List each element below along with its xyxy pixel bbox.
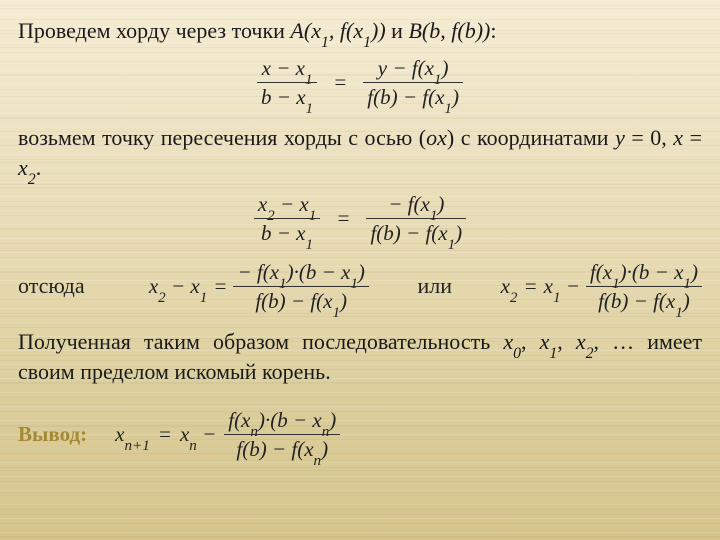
- conclusion-row: Вывод: xn+1 = xn − f(xn)·(b − xn) f(b) −…: [18, 408, 702, 461]
- axis-ox: ox: [426, 125, 447, 150]
- label-or: или: [412, 273, 458, 299]
- slide: Проведем хорду через точки A(x1, f(x1)) …: [0, 0, 720, 462]
- equation-1: x − x1 b − x1 = y − f(x1) f(b) − f(x1): [18, 56, 702, 109]
- text: возьмем точку пересечения хорды с осью (: [18, 125, 426, 150]
- equals: =: [330, 206, 356, 231]
- equation-3-row: отсюда x2 − x1 = − f(x1)·(b − x1) f(b) −…: [18, 260, 702, 313]
- paragraph-1: Проведем хорду через точки A(x1, f(x1)) …: [18, 16, 702, 46]
- equation-3: x2 − x1 = − f(x1)·(b − x1) f(b) − f(x1): [149, 260, 369, 313]
- paragraph-3: Полученная таким образом последовательно…: [18, 327, 702, 386]
- equals: =: [327, 70, 353, 95]
- frac-left: x − x1 b − x1: [257, 56, 317, 109]
- text: Полученная таким образом последовательно…: [18, 329, 503, 354]
- text: :: [490, 18, 496, 43]
- pt-B: B(b, f(b)): [408, 18, 490, 43]
- paragraph-2: возьмем точку пересечения хорды с осью (…: [18, 123, 702, 182]
- frac-left: x2 − x1 b − x1: [254, 192, 320, 245]
- equation-5: xn+1 = xn − f(xn)·(b − xn) f(b) − f(xn): [115, 408, 340, 461]
- text: Проведем хорду через точки: [18, 18, 290, 43]
- text: и: [386, 18, 409, 43]
- frac-right: − f(x1) f(b) − f(x1): [366, 192, 466, 245]
- frac-right: y − f(x1) f(b) − f(x1): [363, 56, 463, 109]
- pt-A: A(x1, f(x1)): [290, 18, 385, 43]
- text: ) с координатами: [447, 125, 615, 150]
- label-conclusion: Вывод:: [18, 422, 87, 447]
- label-hence: отсюда: [18, 273, 106, 299]
- equation-4: x2 = x1 − f(x1)·(b − x1) f(b) − f(x1): [501, 260, 702, 313]
- equation-2: x2 − x1 b − x1 = − f(x1) f(b) − f(x1): [18, 192, 702, 245]
